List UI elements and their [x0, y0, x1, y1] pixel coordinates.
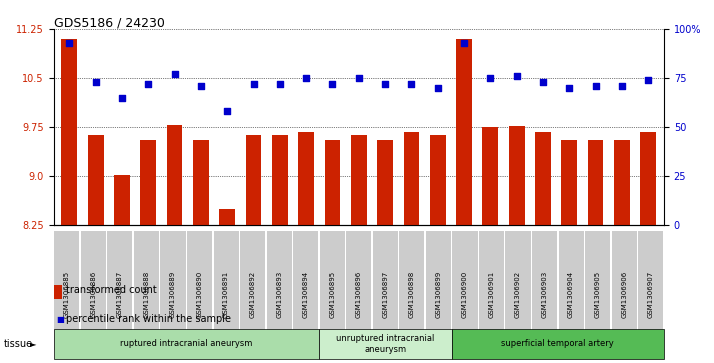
Text: GSM1306907: GSM1306907: [648, 270, 654, 318]
Point: [90, 79, 101, 85]
Text: GSM1306894: GSM1306894: [303, 270, 308, 318]
Text: GSM1306898: GSM1306898: [409, 270, 415, 318]
Text: GSM1306901: GSM1306901: [488, 270, 495, 318]
Bar: [561, 140, 577, 225]
Bar: [614, 140, 630, 225]
Text: GSM1306885: GSM1306885: [64, 270, 70, 318]
Point: [353, 75, 365, 81]
Bar: [483, 127, 498, 225]
Point: [221, 109, 233, 114]
Bar: [430, 135, 446, 225]
Bar: [640, 132, 656, 225]
Point: [327, 81, 338, 87]
Bar: [219, 209, 235, 225]
Text: transformed count: transformed count: [66, 285, 156, 295]
Bar: [509, 126, 525, 225]
Text: GSM1306888: GSM1306888: [144, 270, 149, 318]
Text: GSM1306895: GSM1306895: [329, 270, 336, 318]
Bar: [246, 135, 261, 225]
Point: [485, 75, 496, 81]
Bar: [588, 140, 603, 225]
Point: [432, 85, 443, 91]
Text: ►: ►: [30, 339, 36, 348]
Text: GSM1306897: GSM1306897: [382, 270, 388, 318]
Text: GSM1306889: GSM1306889: [170, 270, 176, 318]
Bar: [141, 140, 156, 225]
Point: [169, 71, 181, 77]
Text: GSM1306904: GSM1306904: [568, 270, 574, 318]
Text: superficial temporal artery: superficial temporal artery: [501, 339, 614, 348]
Text: ■: ■: [56, 315, 64, 324]
Point: [406, 81, 417, 87]
Text: GSM1306899: GSM1306899: [436, 270, 441, 318]
Bar: [298, 132, 314, 225]
Text: tissue: tissue: [4, 339, 33, 349]
Text: GSM1306887: GSM1306887: [117, 270, 123, 318]
Bar: [61, 39, 77, 225]
Point: [511, 73, 523, 79]
Text: GSM1306892: GSM1306892: [250, 270, 256, 318]
Text: ruptured intracranial aneurysm: ruptured intracranial aneurysm: [120, 339, 253, 348]
Text: GSM1306903: GSM1306903: [542, 270, 548, 318]
Text: percentile rank within the sample: percentile rank within the sample: [66, 314, 231, 325]
Point: [195, 83, 206, 89]
Text: GSM1306891: GSM1306891: [223, 270, 229, 318]
Bar: [166, 125, 183, 225]
Bar: [325, 140, 341, 225]
Text: GSM1306896: GSM1306896: [356, 270, 362, 318]
Point: [537, 79, 548, 85]
Point: [616, 83, 628, 89]
Point: [143, 81, 154, 87]
Text: GDS5186 / 24230: GDS5186 / 24230: [54, 16, 164, 29]
Bar: [88, 135, 104, 225]
Bar: [114, 175, 130, 225]
Text: GSM1306886: GSM1306886: [91, 270, 96, 318]
Bar: [272, 135, 288, 225]
Bar: [535, 132, 551, 225]
Text: GSM1306905: GSM1306905: [595, 270, 600, 318]
Bar: [351, 135, 367, 225]
Point: [563, 85, 575, 91]
Bar: [456, 39, 472, 225]
Point: [116, 95, 128, 101]
Text: GSM1306893: GSM1306893: [276, 270, 282, 318]
Bar: [403, 132, 419, 225]
Point: [301, 75, 312, 81]
Point: [248, 81, 259, 87]
Bar: [377, 140, 393, 225]
Point: [590, 83, 601, 89]
Point: [379, 81, 391, 87]
Point: [274, 81, 286, 87]
Point: [458, 40, 470, 46]
Point: [643, 77, 654, 83]
Bar: [193, 140, 208, 225]
Point: [64, 40, 75, 46]
Text: GSM1306900: GSM1306900: [462, 270, 468, 318]
Text: unruptured intracranial
aneurysm: unruptured intracranial aneurysm: [336, 334, 435, 354]
Text: GSM1306902: GSM1306902: [515, 270, 521, 318]
Text: GSM1306890: GSM1306890: [196, 270, 203, 318]
Text: GSM1306906: GSM1306906: [621, 270, 627, 318]
